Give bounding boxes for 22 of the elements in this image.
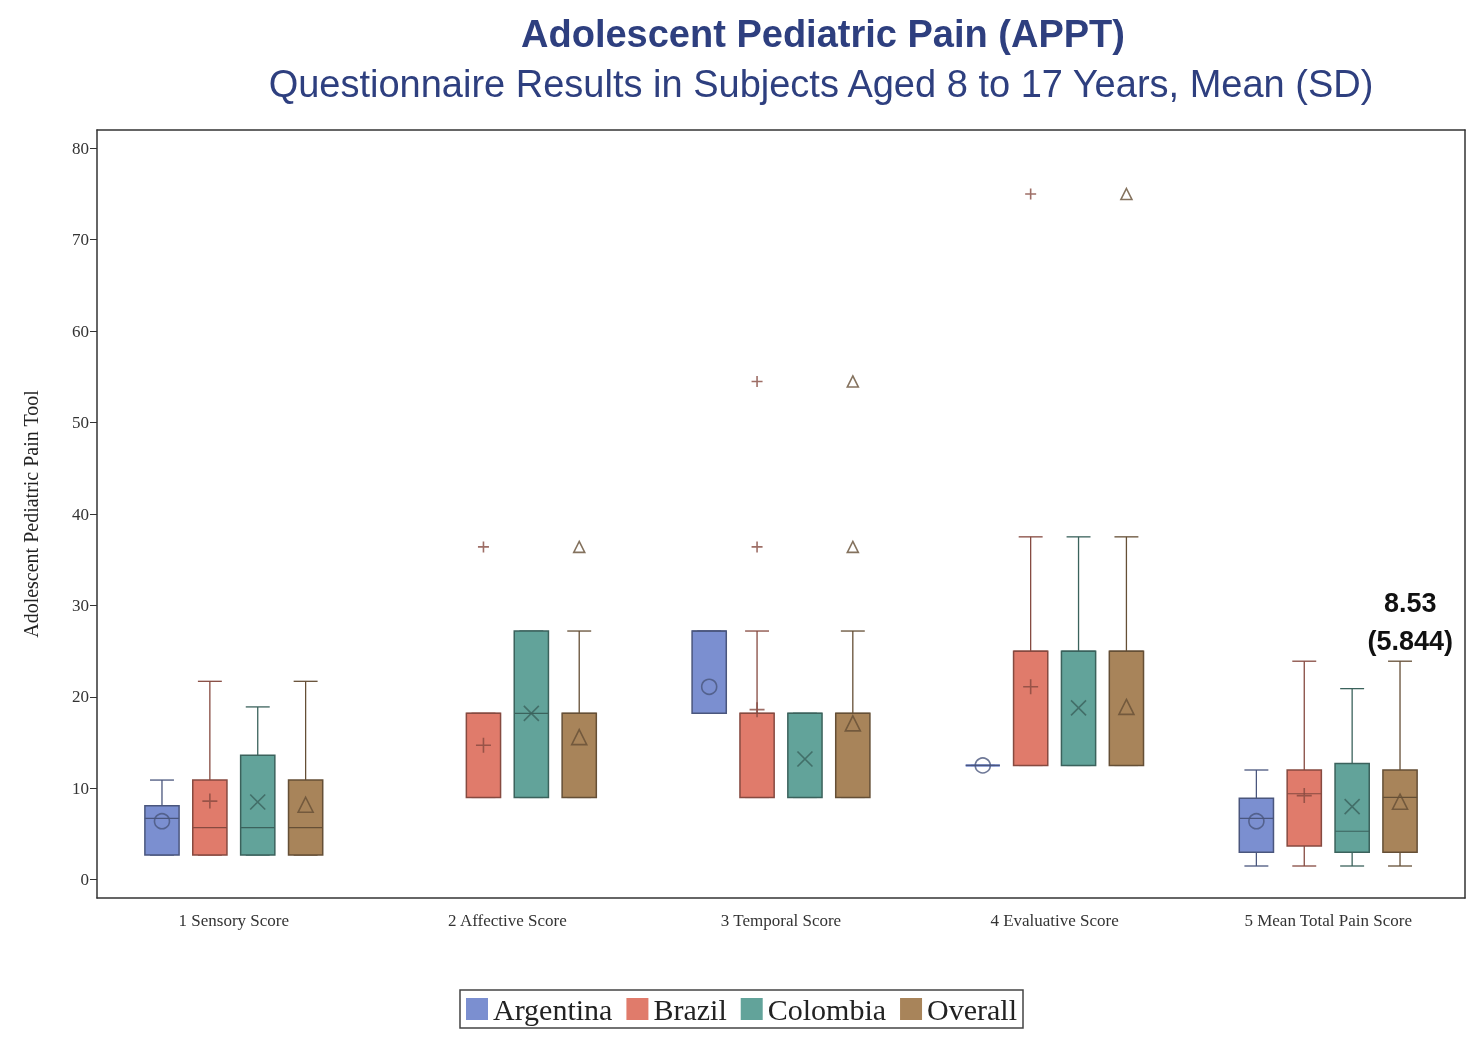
y-tick-label: 50 (72, 413, 89, 433)
x-tick-label: 4 Evaluative Score (990, 911, 1119, 930)
legend-label: Colombia (767, 992, 887, 1026)
y-tick-label: 20 (72, 687, 89, 707)
annotation: 8.53 (5.844) (1367, 588, 1454, 656)
y-tick-label: 30 (72, 595, 89, 615)
legend-label: Brazil (653, 992, 727, 1026)
y-tick-label: 40 (72, 504, 89, 524)
y-tick-label: 10 (72, 778, 89, 798)
chart-title: Adolescent Pediatric Pain (APPT) (521, 13, 1125, 55)
x-tick-label: 3 Temporal Score (720, 911, 842, 930)
x-tick-label: 5 Mean Total Pain Score (1244, 911, 1412, 930)
y-tick-label: 0 (80, 870, 89, 890)
y-tick-label: 70 (72, 230, 89, 250)
legend-label: Argentina (493, 992, 613, 1026)
y-axis-title: Adolescent Pediatric Pain Tool (20, 389, 42, 638)
x-tick-label: 2 Affective Score (448, 911, 567, 930)
x-tick-label: 1 Sensory Score (178, 911, 290, 930)
legend-label: Overall (927, 992, 1018, 1026)
y-tick-label: 80 (72, 138, 89, 158)
chart-subtitle: Questionnaire Results in Subjects Aged 8 to 17 Years, Mean (SD) (268, 63, 1374, 105)
y-tick-label: 60 (72, 321, 89, 341)
